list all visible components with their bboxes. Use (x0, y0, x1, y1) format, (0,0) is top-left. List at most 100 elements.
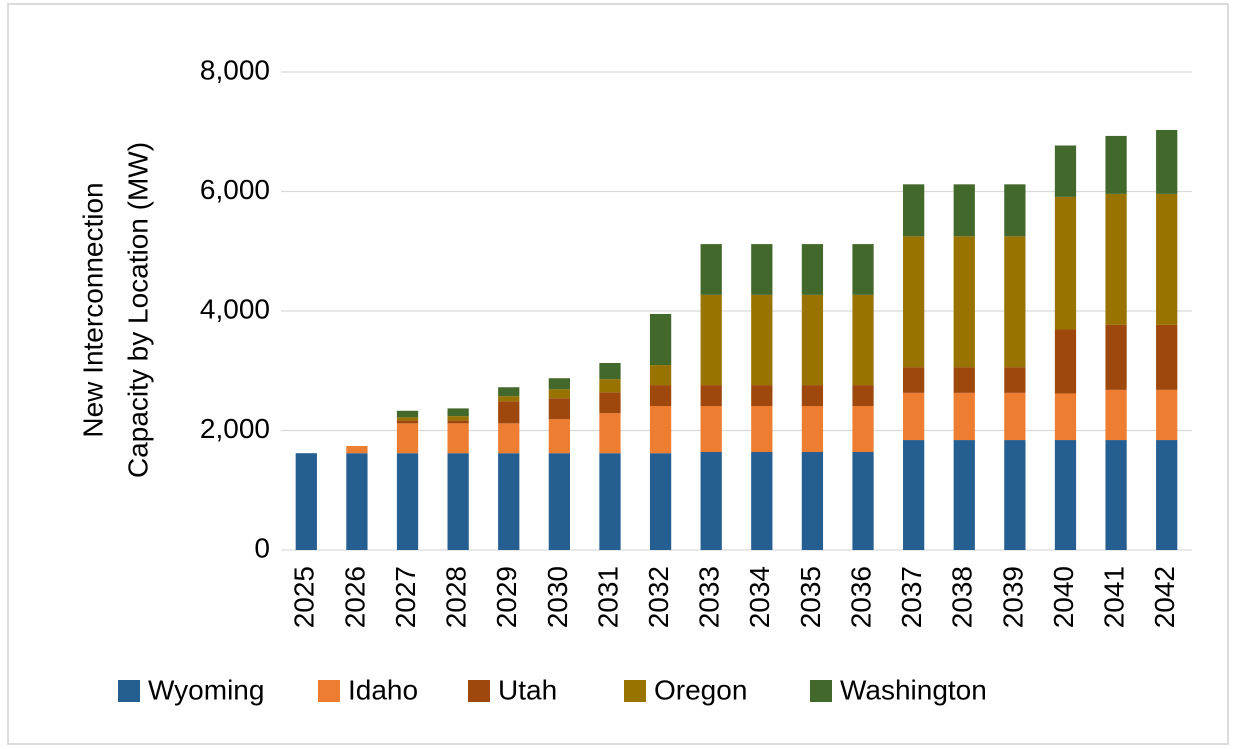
bar-segment (1004, 184, 1026, 237)
bar-segment (903, 440, 925, 550)
bar-segment (1105, 193, 1127, 325)
bar-segment (346, 453, 368, 550)
bar-segment (346, 446, 368, 454)
legend-label: Utah (498, 674, 557, 705)
bar-segment (1054, 145, 1077, 197)
bar-segment (599, 392, 621, 414)
x-tick-label: 2025 (289, 566, 320, 628)
bar-segment (953, 236, 975, 368)
bar-segment (1156, 193, 1178, 325)
bar-segment (1054, 440, 1077, 550)
bar-segment (751, 244, 773, 295)
bar-segment (700, 385, 722, 407)
bar-segment (852, 294, 874, 386)
bar-segment (852, 452, 874, 550)
bar-segment (1054, 393, 1077, 441)
x-tick-label: 2030 (542, 566, 573, 628)
x-tick-label: 2034 (744, 566, 775, 628)
legend-swatch (118, 680, 140, 702)
legend-label: Wyoming (148, 674, 264, 705)
chart-frame (7, 3, 1229, 745)
bar-segment (599, 453, 621, 550)
x-tick-label: 2032 (643, 566, 674, 628)
bar-segment (548, 419, 570, 454)
bar-segment (700, 294, 722, 386)
bar-segment (1105, 135, 1127, 194)
bar-segment (903, 184, 925, 237)
bar-segment (396, 420, 419, 424)
bar-segment (649, 365, 672, 386)
bar-segment (498, 423, 520, 454)
bar-segment (1004, 236, 1026, 368)
bar-segment (801, 385, 824, 407)
bar-segment (599, 362, 621, 380)
bar-segment (801, 244, 824, 295)
bar-segment (498, 453, 520, 550)
bar-segment (953, 367, 975, 393)
y-tick-label: 2,000 (200, 413, 270, 444)
x-tick-label: 2026 (339, 566, 370, 628)
bar-segment (903, 367, 925, 393)
x-tick-label: 2035 (795, 566, 826, 628)
bar-segment (801, 294, 824, 386)
bar-segment (953, 184, 975, 237)
legend-label: Oregon (654, 674, 747, 705)
x-tick-label: 2042 (1149, 566, 1180, 628)
bar-segment (1156, 389, 1178, 441)
x-tick-label: 2039 (997, 566, 1028, 628)
bar-segment (751, 452, 773, 550)
y-tick-label: 6,000 (200, 174, 270, 205)
bar-segment (649, 453, 672, 550)
bar-segment (700, 452, 722, 550)
bar-segment (751, 385, 773, 407)
bar-segment (649, 313, 672, 366)
bar-segment (852, 244, 874, 295)
bar-segment (396, 410, 419, 418)
bar-segment (700, 406, 722, 453)
bar-segment (1004, 392, 1026, 441)
y-tick-label: 0 (254, 532, 270, 563)
bar-segment (649, 385, 672, 407)
y-tick-label: 4,000 (200, 293, 270, 324)
bar-segment (1156, 324, 1178, 390)
bar-segment (1054, 329, 1077, 394)
legend-label: Idaho (348, 674, 418, 705)
legend-swatch (810, 680, 832, 702)
bar-segment (498, 401, 520, 424)
bar-segment (447, 453, 469, 550)
x-tick-label: 2031 (592, 566, 623, 628)
bar-segment (1054, 196, 1077, 330)
y-tick-label: 8,000 (200, 54, 270, 85)
bar-segment (751, 406, 773, 453)
x-tick-label: 2028 (441, 566, 472, 628)
legend-swatch (318, 680, 340, 702)
x-tick-label: 2041 (1098, 566, 1129, 628)
legend-swatch (468, 680, 490, 702)
bar-segment (548, 398, 570, 420)
bar-segment (852, 406, 874, 453)
x-tick-label: 2033 (694, 566, 725, 628)
bar-segment (751, 294, 773, 386)
bar-segment (700, 244, 722, 295)
bar-segment (599, 413, 621, 454)
bar-segment (1004, 367, 1026, 393)
bar-segment (1156, 440, 1178, 550)
bar-segment (396, 423, 419, 454)
bar-segment (1156, 129, 1178, 194)
bar-segment (447, 423, 469, 454)
bar-segment (1105, 440, 1127, 550)
bar-segment (953, 392, 975, 441)
bar-segment (801, 406, 824, 453)
x-tick-label: 2036 (845, 566, 876, 628)
y-axis-title: New Interconnection (77, 182, 108, 437)
x-tick-label: 2038 (947, 566, 978, 628)
bar-segment (903, 392, 925, 441)
legend-swatch (624, 680, 646, 702)
bar-segment (548, 389, 570, 399)
bar-segment (649, 406, 672, 454)
legend-label: Washington (840, 674, 987, 705)
bar-segment (852, 385, 874, 407)
x-tick-label: 2037 (896, 566, 927, 628)
bar-segment (1105, 389, 1127, 441)
